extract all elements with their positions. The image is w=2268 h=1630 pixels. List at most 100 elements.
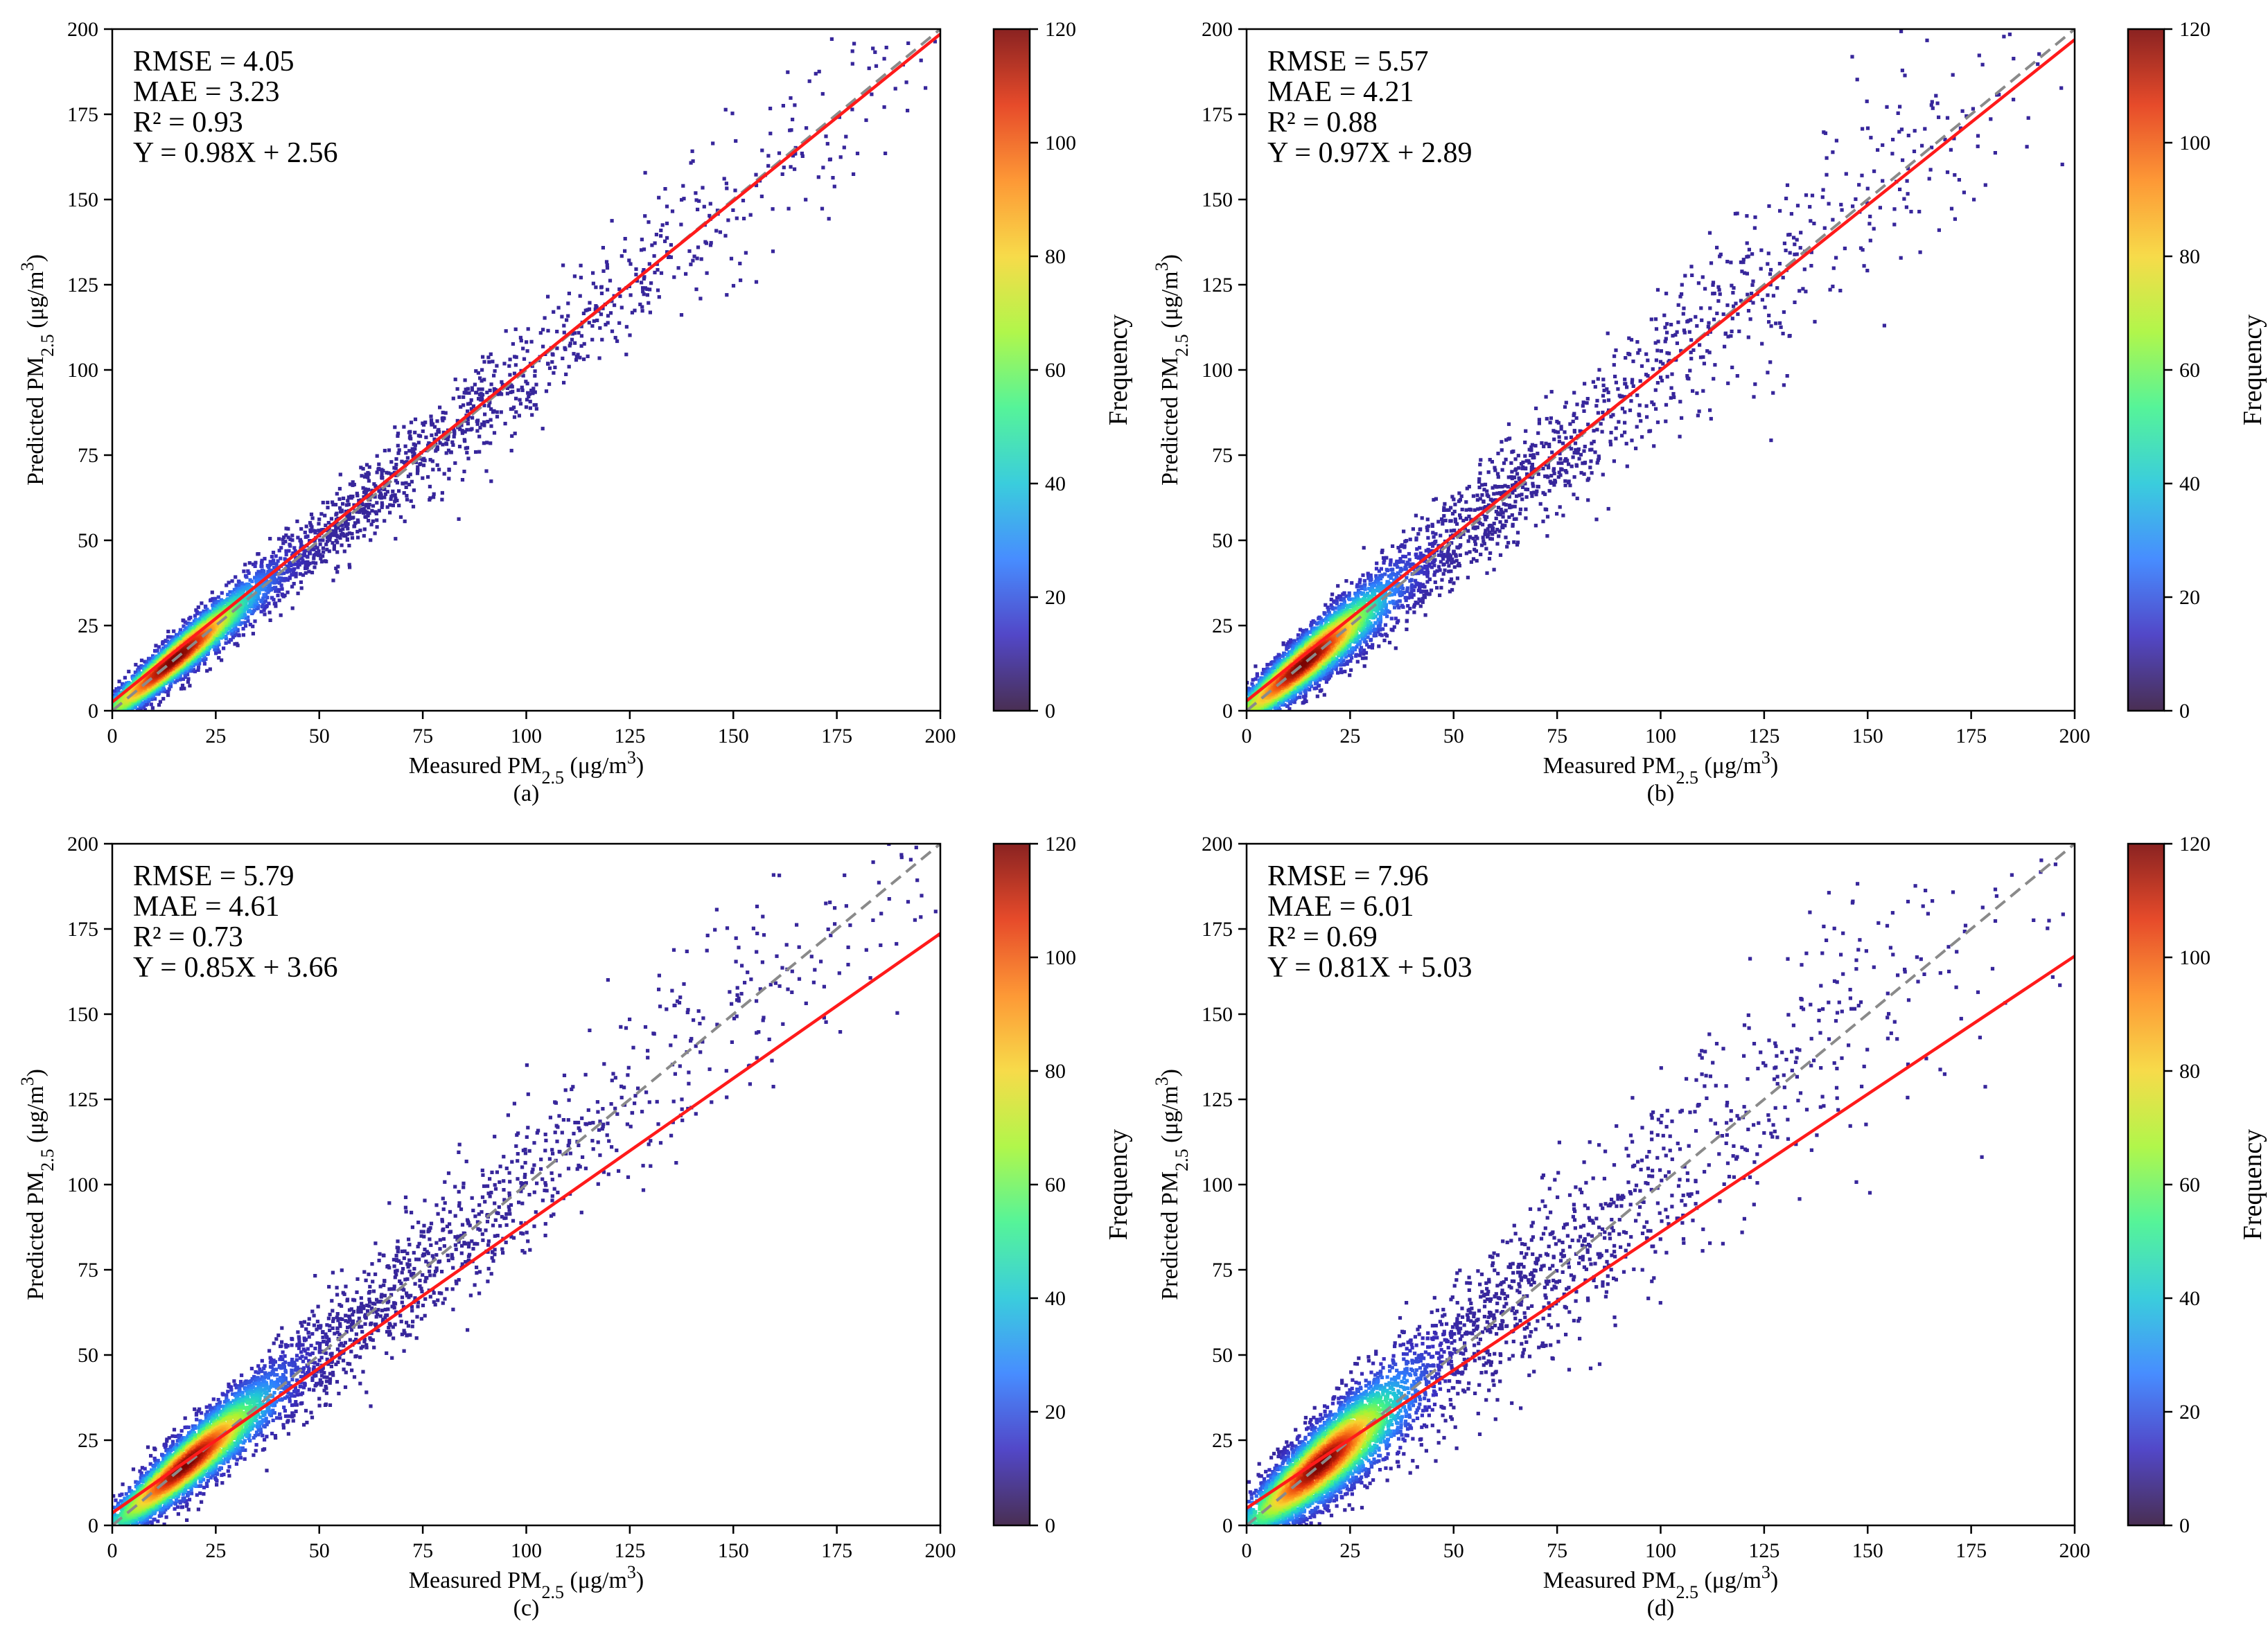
colorbar-tick-label: 60 bbox=[2179, 359, 2200, 382]
colorbar-tick-label: 100 bbox=[1045, 132, 1076, 154]
x-tick-label: 0 bbox=[107, 725, 118, 747]
y-tick-label: 50 bbox=[1212, 1344, 1233, 1367]
x-tick-label: 75 bbox=[412, 725, 433, 747]
y-tick-label: 25 bbox=[1212, 614, 1233, 637]
x-tick-label: 175 bbox=[1955, 725, 1987, 747]
y-tick-label: 175 bbox=[1202, 918, 1233, 941]
y-tick-label: 50 bbox=[78, 529, 98, 552]
colorbar-tick-label: 100 bbox=[1045, 946, 1076, 969]
x-tick-label: 50 bbox=[1443, 725, 1464, 747]
y-axis-label: Predicted PM2.5 (μg/m3) bbox=[1152, 1069, 1192, 1300]
stat-line: MAE = 4.61 bbox=[133, 891, 280, 923]
y-tick-label: 0 bbox=[1222, 700, 1233, 723]
identity-line bbox=[1247, 844, 2075, 1525]
y-tick-label: 50 bbox=[1212, 529, 1233, 552]
y-tick-label: 0 bbox=[1222, 1514, 1233, 1537]
y-tick-label: 175 bbox=[67, 918, 98, 941]
y-tick-label: 100 bbox=[1202, 359, 1233, 382]
y-axis-label: Predicted PM2.5 (μg/m3) bbox=[17, 1069, 58, 1300]
stat-line: RMSE = 4.05 bbox=[133, 46, 295, 78]
stat-line: R² = 0.69 bbox=[1267, 921, 1378, 953]
panel-b: 0 25 50 75 100 125 150 175 200025507510012515017… bbox=[1152, 18, 2268, 806]
y-tick-label: 100 bbox=[67, 1173, 98, 1196]
stat-line: Y = 0.85X + 3.66 bbox=[133, 952, 337, 984]
y-tick-label: 175 bbox=[1202, 103, 1233, 126]
colorbar-tick-label: 80 bbox=[2179, 245, 2200, 268]
x-tick-label: 125 bbox=[1748, 1539, 1779, 1562]
x-axis-label: Measured PM2.5 (μg/m3) bbox=[409, 1562, 644, 1602]
colorbar-tick-label: 120 bbox=[2179, 833, 2210, 856]
colorbar-tick-label: 40 bbox=[2179, 1287, 2200, 1310]
colorbar-tick-label: 80 bbox=[1045, 1060, 1066, 1083]
colorbar-tick-label: 100 bbox=[2179, 132, 2210, 154]
y-tick-label: 150 bbox=[67, 188, 98, 211]
panel-label: (a) bbox=[513, 781, 540, 806]
stat-line: MAE = 6.01 bbox=[1267, 891, 1414, 923]
colorbar-tick-label: 80 bbox=[1045, 245, 1066, 268]
colorbar-tick-label: 40 bbox=[1045, 1287, 1066, 1310]
colorbar bbox=[2127, 28, 2165, 712]
y-tick-label: 100 bbox=[1202, 1173, 1233, 1196]
scatter-points bbox=[1247, 858, 2065, 1525]
stat-line: Y = 0.81X + 5.03 bbox=[1267, 952, 1472, 984]
stat-line: RMSE = 7.96 bbox=[1267, 860, 1429, 892]
x-tick-label: 75 bbox=[412, 1539, 433, 1562]
y-tick-label: 75 bbox=[78, 1259, 98, 1282]
y-tick-label: 100 bbox=[67, 359, 98, 382]
x-axis-label: Measured PM2.5 (μg/m3) bbox=[409, 747, 644, 788]
colorbar-tick-label: 100 bbox=[2179, 946, 2210, 969]
x-tick-label: 100 bbox=[1645, 725, 1676, 747]
colorbar-tick-label: 120 bbox=[2179, 18, 2210, 41]
stat-line: Y = 0.97X + 2.89 bbox=[1267, 137, 1472, 169]
stat-line: R² = 0.93 bbox=[133, 107, 243, 139]
colorbar-tick-label: 20 bbox=[1045, 586, 1066, 609]
stat-line: RMSE = 5.79 bbox=[133, 860, 295, 892]
y-axis-label: Predicted PM2.5 (μg/m3) bbox=[17, 254, 58, 486]
colorbar-label: Frequency bbox=[1104, 1129, 1133, 1240]
x-tick-label: 0 bbox=[1242, 1539, 1252, 1562]
x-tick-label: 150 bbox=[1852, 1539, 1883, 1562]
colorbar-label: Frequency bbox=[2238, 1129, 2267, 1240]
x-tick-label: 50 bbox=[1443, 1539, 1464, 1562]
stat-line: R² = 0.73 bbox=[133, 921, 243, 953]
y-tick-label: 125 bbox=[67, 274, 98, 296]
panel-label: (d) bbox=[1647, 1595, 1675, 1621]
x-tick-label: 150 bbox=[1852, 725, 1883, 747]
x-tick-label: 125 bbox=[614, 725, 645, 747]
colorbar-label: Frequency bbox=[2238, 315, 2267, 425]
colorbar-tick-label: 40 bbox=[2179, 472, 2200, 495]
scatter-points bbox=[112, 844, 940, 1525]
stat-line: MAE = 4.21 bbox=[1267, 76, 1414, 108]
panel-label: (c) bbox=[513, 1595, 540, 1621]
x-tick-label: 150 bbox=[718, 725, 749, 747]
x-tick-label: 75 bbox=[1547, 1539, 1567, 1562]
y-tick-label: 0 bbox=[88, 700, 98, 723]
x-tick-label: 0 bbox=[107, 1539, 118, 1562]
y-tick-label: 0 bbox=[88, 1514, 98, 1537]
identity-line bbox=[112, 844, 940, 1525]
stat-line: Y = 0.98X + 2.56 bbox=[133, 137, 337, 169]
y-tick-label: 125 bbox=[1202, 274, 1233, 296]
x-tick-label: 25 bbox=[205, 725, 226, 747]
x-tick-label: 100 bbox=[511, 725, 542, 747]
colorbar-tick-label: 40 bbox=[1045, 472, 1066, 495]
colorbar-tick-label: 120 bbox=[1045, 833, 1076, 856]
y-tick-label: 75 bbox=[1212, 444, 1233, 467]
x-tick-label: 200 bbox=[2059, 1539, 2091, 1562]
regression-line bbox=[1247, 955, 2075, 1510]
x-tick-label: 175 bbox=[821, 725, 852, 747]
regression-line bbox=[112, 33, 940, 704]
x-tick-label: 100 bbox=[511, 1539, 542, 1562]
regression-line bbox=[1247, 38, 2075, 702]
colorbar bbox=[992, 842, 1031, 1527]
x-tick-label: 200 bbox=[925, 725, 956, 747]
x-tick-label: 200 bbox=[925, 1539, 956, 1562]
stat-line: R² = 0.88 bbox=[1267, 107, 1378, 139]
y-tick-label: 200 bbox=[67, 18, 98, 41]
panel-label: (b) bbox=[1647, 781, 1675, 806]
panel-c: 0 25 50 75 100 125 150 175 200025507510012515017… bbox=[17, 833, 1134, 1621]
y-tick-label: 25 bbox=[78, 1429, 98, 1452]
colorbar-tick-label: 20 bbox=[2179, 586, 2200, 609]
colorbar-tick-label: 60 bbox=[2179, 1173, 2200, 1196]
